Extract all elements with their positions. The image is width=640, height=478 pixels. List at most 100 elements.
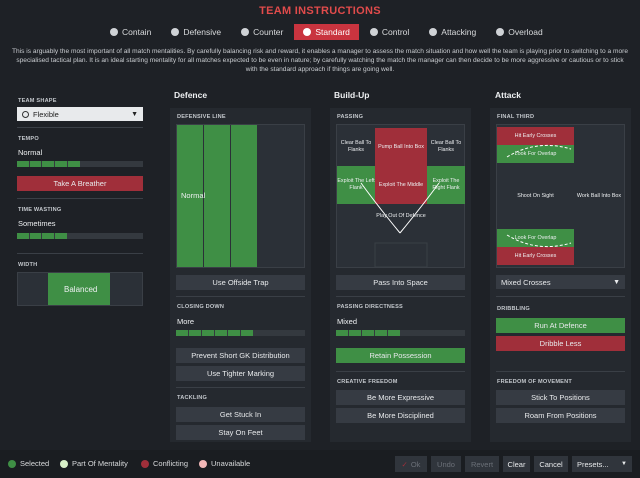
slider-segment — [17, 233, 29, 239]
revert-button[interactable]: Revert — [465, 456, 499, 472]
run-at-defence-button[interactable]: Run At Defence — [496, 318, 625, 333]
ok-button[interactable]: ✓ Ok — [395, 456, 427, 472]
slider-segment — [280, 330, 292, 336]
width-pitch[interactable]: Balanced — [17, 272, 143, 306]
left-panel — [10, 88, 155, 442]
tab-attacking[interactable]: Attacking — [420, 24, 485, 40]
mentality-description: This is arguably the most important of a… — [11, 48, 629, 73]
hit-early-crosses-bottom-zone[interactable]: Hit Early Crosses — [497, 247, 574, 265]
slider-segment — [362, 330, 374, 336]
passing-pitch[interactable]: Clear Ball To Flanks Pump Ball Into Box … — [336, 124, 465, 268]
stay-on-feet-button[interactable]: Stay On Feet — [176, 425, 305, 440]
tab-control[interactable]: Control — [361, 24, 418, 40]
undo-button[interactable]: Undo — [431, 456, 461, 472]
passing-directness-label: PASSING DIRECTNESS — [337, 304, 403, 310]
chevron-down-icon: ▼ — [621, 461, 627, 467]
crosses-dropdown[interactable]: Mixed Crosses ▼ — [496, 275, 625, 289]
slider-segment — [414, 330, 426, 336]
defensive-line-zone — [177, 125, 257, 267]
slider-segment — [42, 161, 55, 167]
closing-down-slider[interactable] — [176, 330, 305, 336]
slider-segment — [427, 330, 439, 336]
tempo-slider[interactable] — [17, 161, 144, 167]
clear-ball-to-flanks-left-zone[interactable]: Clear Ball To Flanks — [340, 140, 372, 153]
legend-selected: Selected — [8, 459, 49, 468]
use-tighter-marking-button[interactable]: Use Tighter Marking — [176, 366, 305, 381]
clear-ball-to-flanks-right-zone[interactable]: Clear Ball To Flanks — [430, 140, 462, 153]
slider-segment — [67, 161, 80, 167]
slider-segment — [375, 330, 387, 336]
roam-from-positions-button[interactable]: Roam From Positions — [496, 408, 625, 423]
hit-early-crosses-top-zone[interactable]: Hit Early Crosses — [497, 127, 574, 145]
creative-freedom-label: CREATIVE FREEDOM — [337, 379, 398, 385]
contain-icon — [110, 28, 118, 36]
footer-bar: Selected Part Of Mentality Conflicting U… — [0, 450, 640, 478]
retain-possession-button[interactable]: Retain Possession — [336, 348, 465, 363]
width-value: Balanced — [64, 285, 98, 294]
slider-segment — [105, 233, 118, 239]
slider-segment — [215, 330, 227, 336]
slider-segment — [29, 161, 42, 167]
attacking-icon — [429, 28, 438, 36]
counter-icon — [241, 28, 250, 36]
pass-into-space-button[interactable]: Pass Into Space — [336, 275, 465, 290]
slider-segment — [105, 161, 118, 167]
slider-segment — [131, 161, 144, 167]
be-more-expressive-button[interactable]: Be More Expressive — [336, 390, 465, 405]
time-wasting-slider[interactable] — [17, 233, 144, 239]
final-third-label: FINAL THIRD — [497, 114, 535, 120]
tab-defensive[interactable]: Defensive — [162, 24, 230, 40]
selected-dot — [8, 459, 16, 468]
overlap-arrows — [506, 144, 572, 248]
look-for-overlap-bottom-zone[interactable]: Look For Overlap — [497, 229, 574, 247]
slider-segment — [349, 330, 361, 336]
slider-segment — [176, 330, 188, 336]
shoot-on-sight-zone[interactable]: Shoot On Sight — [517, 192, 554, 199]
slider-segment — [254, 330, 266, 336]
get-stuck-in-button[interactable]: Get Stuck In — [176, 407, 305, 422]
cancel-button[interactable]: Cancel — [534, 456, 568, 472]
defensive-line-label: DEFENSIVE LINE — [177, 114, 226, 120]
stick-to-positions-button[interactable]: Stick To Positions — [496, 390, 625, 405]
standard-icon — [303, 28, 312, 36]
slider-segment — [293, 330, 305, 336]
slider-segment — [241, 330, 253, 336]
presets-button[interactable]: Presets... ▼ — [572, 456, 632, 472]
pitch-divider — [203, 125, 204, 267]
exploit-left-flank-zone[interactable]: Exploit The Left Flank — [337, 166, 375, 204]
attack-header: Attack — [495, 90, 521, 100]
exploit-middle-zone[interactable]: Exploit The Middle — [375, 166, 427, 204]
slider-segment — [29, 233, 42, 239]
passing-directness-slider[interactable] — [336, 330, 465, 336]
slider-segment — [336, 330, 348, 336]
freedom-of-movement-label: FREEDOM OF MOVEMENT — [497, 379, 572, 385]
pitch-divider — [230, 125, 231, 267]
final-third-pitch[interactable]: Hit Early Crosses Look For Overlap Shoot… — [496, 124, 625, 268]
prevent-short-gk-distribution-button[interactable]: Prevent Short GK Distribution — [176, 348, 305, 363]
passing-directness-value: Mixed — [337, 317, 358, 326]
be-more-disciplined-button[interactable]: Be More Disciplined — [336, 408, 465, 423]
tab-standard[interactable]: Standard — [294, 24, 359, 40]
part-of-mentality-dot — [60, 459, 68, 468]
slider-segment — [453, 330, 465, 336]
pump-ball-into-box-zone[interactable]: Pump Ball Into Box — [375, 128, 427, 166]
tab-contain[interactable]: Contain — [101, 24, 160, 40]
page-title: TEAM INSTRUCTIONS — [259, 5, 381, 17]
play-out-of-defence-zone[interactable]: Play Out Of Defence — [376, 212, 426, 219]
take-a-breather-button[interactable]: Take A Breather — [17, 176, 143, 191]
slider-segment — [55, 161, 67, 167]
closing-down-value: More — [177, 317, 195, 326]
slider-segment — [189, 330, 201, 336]
dribble-less-button[interactable]: Dribble Less — [496, 336, 625, 351]
tab-counter[interactable]: Counter — [232, 24, 292, 40]
work-ball-into-box-zone[interactable]: Work Ball Into Box — [576, 192, 622, 199]
clear-button[interactable]: Clear — [503, 456, 530, 472]
look-for-overlap-top-zone[interactable]: Look For Overlap — [497, 145, 574, 163]
team-shape-dropdown[interactable]: Flexible ▼ — [17, 107, 143, 121]
defensive-line-pitch[interactable]: Normal — [176, 124, 305, 268]
exploit-right-flank-zone[interactable]: Exploit The Right Flank — [427, 166, 465, 204]
legend-part-of-mentality: Part Of Mentality — [60, 459, 128, 468]
use-offside-trap-button[interactable]: Use Offside Trap — [176, 275, 305, 290]
buildup-header: Build-Up — [334, 90, 370, 100]
tab-overload[interactable]: Overload — [487, 24, 552, 40]
